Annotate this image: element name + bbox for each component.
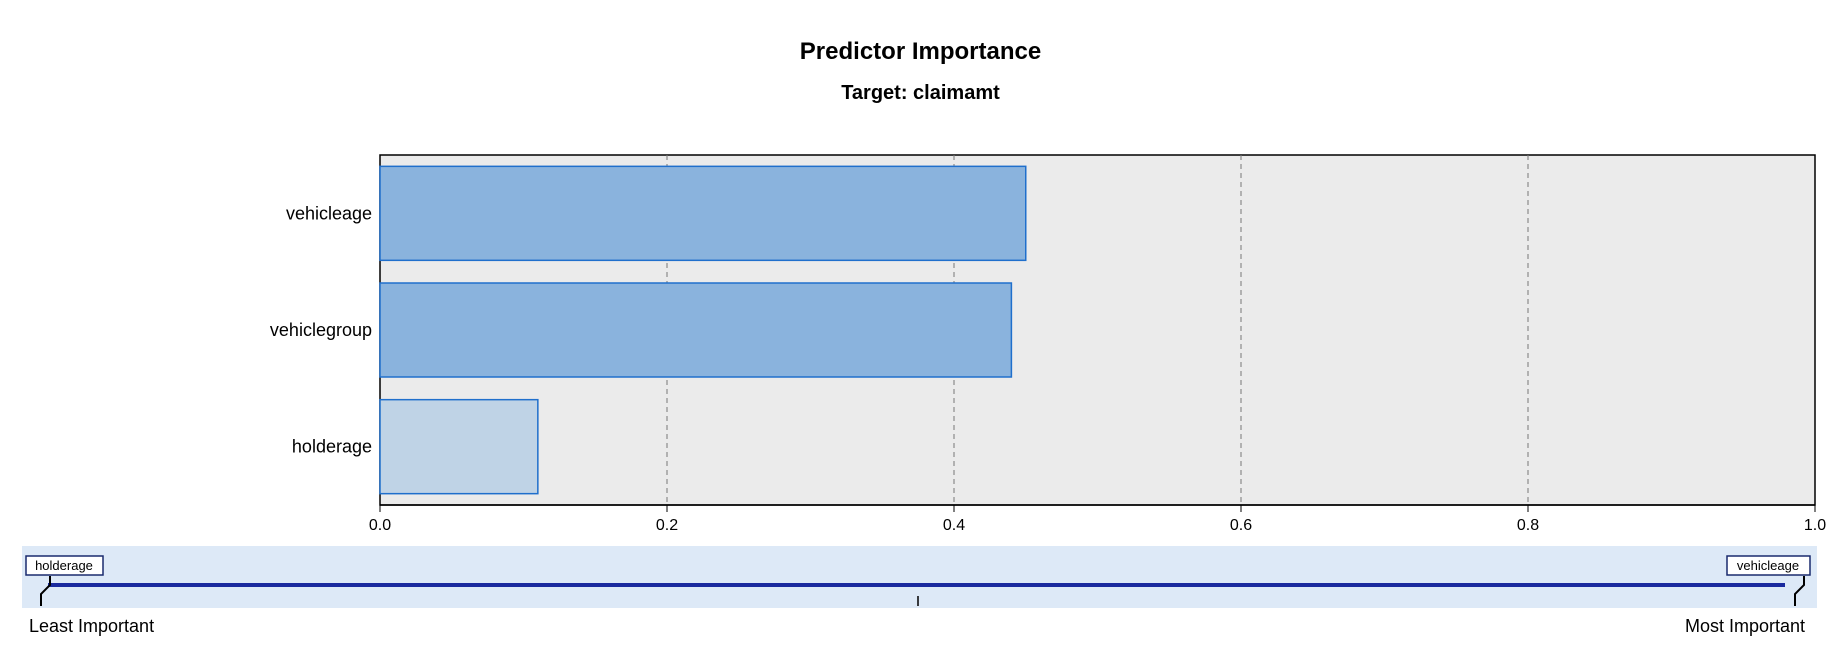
most-important-label: Most Important	[1685, 616, 1805, 636]
x-tick-label: 0.6	[1230, 517, 1252, 534]
most-predictor-tag-label: vehicleage	[1737, 558, 1799, 573]
category-label: vehicleage	[286, 203, 372, 223]
plot-area: vehicleage vehiclegroup holderage 0.0 0.2 0.4…	[270, 154, 1826, 534]
bar-vehicleage[interactable]	[379, 165, 1027, 262]
x-tick-label: 0.0	[369, 517, 391, 534]
most-predictor-tag	[1726, 555, 1811, 576]
bar-holderage[interactable]	[379, 398, 539, 495]
importance-scale-band	[22, 546, 1817, 608]
least-marker-connector	[40, 576, 51, 606]
chart-subtitle: Target: claimamt	[841, 82, 1000, 104]
importance-scale: holderage vehicleage Least Important Most I…	[22, 546, 1817, 636]
least-important-label: Least Important	[29, 616, 154, 636]
category-label: holderage	[292, 437, 372, 457]
x-tick-label: 1.0	[1804, 517, 1826, 534]
chart-title: Predictor Importance	[799, 38, 1042, 65]
bar-vehiclegroup[interactable]	[379, 282, 1013, 378]
x-tick-label: 0.4	[943, 517, 965, 534]
category-label: vehiclegroup	[270, 320, 372, 340]
most-marker-connector	[1794, 576, 1805, 606]
least-predictor-tag-label: holderage	[35, 558, 93, 573]
least-predictor-tag	[25, 555, 104, 576]
x-tick-label: 0.2	[656, 517, 678, 534]
x-tick-label: 0.8	[1517, 517, 1539, 534]
